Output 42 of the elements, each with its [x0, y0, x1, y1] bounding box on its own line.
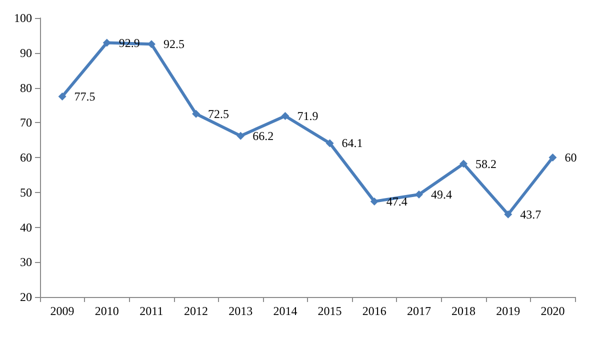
data-label: 60	[564, 150, 577, 164]
data-label: 58.2	[476, 156, 497, 171]
point	[236, 132, 245, 140]
point	[504, 210, 512, 218]
x-tick-label: 2019	[496, 304, 520, 318]
y-tick-label: 100	[14, 11, 32, 25]
x-tick-label: 2013	[228, 304, 253, 318]
x-tick-label: 2014	[273, 304, 298, 318]
point	[548, 154, 557, 162]
y-tick-label: 80	[20, 80, 32, 95]
data-label: 77.5	[74, 89, 96, 104]
x-tick-label: 2017	[406, 304, 431, 318]
data-label: 72.5	[208, 106, 230, 121]
point	[460, 160, 468, 168]
point	[58, 92, 66, 100]
y-tick-label: 50	[20, 185, 32, 200]
x-tick-label: 2009	[50, 304, 74, 318]
point	[281, 112, 290, 120]
data-label: 49.4	[430, 187, 452, 202]
data-label: 92.5	[163, 37, 184, 52]
point	[326, 139, 334, 148]
y-tick-label: 60	[20, 150, 32, 164]
point	[370, 197, 378, 206]
y-tick-label: 30	[20, 255, 32, 270]
x-tick-label: 2018	[452, 304, 476, 318]
x-tick-label: 2020	[540, 304, 565, 318]
data-label: 43.7	[520, 207, 542, 222]
y-tick-label: 90	[20, 46, 32, 60]
y-tick-label: 70	[20, 116, 32, 130]
x-tick-label: 2011	[140, 304, 164, 318]
x-tick-label: 2010	[94, 304, 119, 318]
x-tick-label: 2016	[362, 304, 386, 318]
data-label: 64.1	[342, 136, 363, 150]
data-label: 92.9	[118, 36, 140, 50]
data-label: 47.4	[386, 194, 408, 208]
data-label: 66.2	[252, 128, 274, 143]
data-label: 71.9	[297, 109, 318, 123]
x-tick-label: 2012	[184, 304, 208, 318]
y-tick-label: 20	[20, 290, 32, 304]
y-tick-label: 40	[20, 220, 32, 234]
x-tick-label: 2015	[318, 304, 342, 318]
point	[192, 110, 200, 118]
